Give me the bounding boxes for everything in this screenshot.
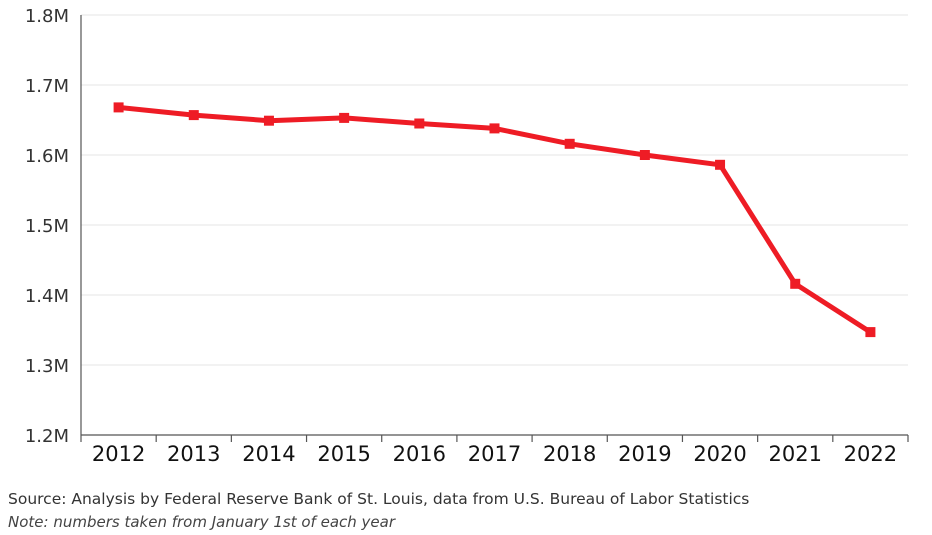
- data-point-2012: [113, 102, 124, 113]
- note-caption: Note: numbers taken from January 1st of …: [8, 513, 395, 531]
- data-point-2015: [339, 112, 350, 123]
- x-tick-label: 2012: [92, 442, 145, 466]
- x-tick-label: 2016: [393, 442, 446, 466]
- source-caption: Source: Analysis by Federal Reserve Bank…: [8, 490, 750, 508]
- data-point-2021: [790, 278, 801, 289]
- data-point-2018: [564, 138, 575, 149]
- data-point-2013: [188, 110, 199, 121]
- y-tick-label: 1.4M: [25, 286, 69, 307]
- series-line: [116, 104, 873, 335]
- data-point-2020: [715, 159, 726, 170]
- gridlines: [81, 14, 908, 366]
- x-tick-label: 2021: [769, 442, 822, 466]
- x-tick-label: 2017: [468, 442, 521, 466]
- data-point-2022: [865, 327, 876, 338]
- y-tick-labels: 1.2M 1.3M 1.4M 1.5M 1.6M 1.7M 1.8M: [25, 6, 69, 447]
- y-tick-label: 1.8M: [25, 6, 69, 27]
- y-tick-label: 1.7M: [25, 76, 69, 97]
- line-chart: 1.2M1.3M1.4M1.5M1.6M1.7M1.8M 2012 2013 201…: [25, 6, 909, 466]
- x-tick-label: 2020: [693, 442, 746, 466]
- x-tick-label: 2018: [543, 442, 596, 466]
- data-point-2019: [639, 150, 650, 160]
- y-tick-label: 1.2M: [25, 426, 69, 447]
- y-tick-label: 1.5M: [25, 216, 69, 237]
- data-point-2016: [414, 118, 425, 129]
- axes: [80, 15, 909, 442]
- x-tick-label: 2014: [242, 442, 295, 466]
- x-tick-label: 2013: [167, 442, 220, 466]
- data-point-2017: [489, 123, 500, 134]
- x-tick-label: 2022: [844, 442, 897, 466]
- x-tick-labels: 2012 2013 2014 2015 2016 2017 2018 2019 2020 2021…: [92, 442, 897, 466]
- series-layer: [113, 102, 876, 338]
- y-tick-label: 1.6M: [25, 146, 69, 167]
- x-tick-label: 2015: [317, 442, 370, 466]
- y-tick-label: 1.3M: [25, 356, 69, 377]
- x-tick-label: 2019: [618, 442, 671, 466]
- data-point-2014: [263, 115, 274, 126]
